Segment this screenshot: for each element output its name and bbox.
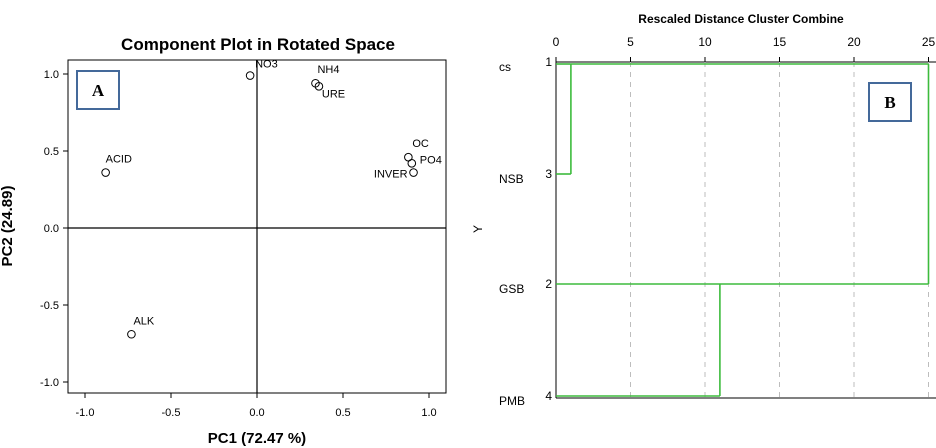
- y-tick-label: 0.5: [44, 146, 59, 158]
- point-marker: [101, 168, 110, 177]
- y-tick-label: -0.5: [40, 300, 59, 312]
- point-marker: [314, 82, 324, 91]
- point-label: URE: [322, 88, 345, 100]
- reference-lines: [68, 60, 446, 393]
- point-label: NH4: [317, 64, 339, 76]
- data-points: NO3 NH4 URE OC PO4 INVER ACID ALK: [101, 59, 442, 339]
- top-tick-label: 10: [698, 35, 712, 49]
- case-number: 4: [545, 389, 552, 403]
- dendrogram-y-label: Y: [471, 225, 485, 233]
- point-label: NO3: [255, 59, 278, 71]
- badge-a: A: [76, 70, 120, 110]
- y-tick-label: 0.0: [44, 223, 59, 235]
- badge-b: B: [868, 82, 912, 122]
- axis-ticks: -1.0 -0.5 0.0 0.5 1.0 1.0 0.5 0.0 -0.5 -1.0: [40, 69, 437, 419]
- point-marker: [127, 329, 136, 339]
- x-tick-label: 1.0: [421, 407, 436, 419]
- top-tick-label: 0: [553, 35, 560, 49]
- x-axis-label: PC1 (72.47 %): [208, 430, 306, 447]
- badge-frame: [868, 82, 912, 122]
- dendrogram-ticks: 0 5 10 15 20 25: [553, 35, 936, 62]
- component-plot: Component Plot in Rotated Space -1.0 -0.5…: [0, 35, 447, 447]
- badge-label: B: [884, 93, 895, 112]
- point-label: PO4: [420, 154, 442, 166]
- point-label: OC: [412, 138, 429, 150]
- case-labels: cs 1 NSB 3 GSB 2 PMB 4: [499, 55, 552, 408]
- point-marker: [245, 71, 255, 80]
- case-name: cs: [499, 60, 511, 74]
- chart-title: Component Plot in Rotated Space: [121, 35, 395, 54]
- case-number: 1: [545, 55, 552, 69]
- point-label: INVER: [374, 169, 408, 181]
- top-tick-label: 5: [627, 35, 634, 49]
- x-tick-label: -1.0: [76, 407, 95, 419]
- x-tick-label: 0.0: [249, 407, 264, 419]
- case-number: 2: [545, 277, 552, 291]
- case-name: GSB: [499, 282, 524, 296]
- point-label: ACID: [106, 154, 132, 166]
- dendrogram-title: Rescaled Distance Cluster Combine: [638, 12, 844, 26]
- top-tick-label: 15: [773, 35, 787, 49]
- top-tick-label: 20: [847, 35, 861, 49]
- x-tick-label: -0.5: [162, 407, 181, 419]
- case-number: 3: [545, 167, 552, 181]
- y-tick-label: -1.0: [40, 377, 59, 389]
- badge-frame: [76, 70, 120, 110]
- badge-label: A: [92, 81, 105, 100]
- point-marker: [407, 159, 417, 168]
- y-tick-label: 1.0: [44, 69, 59, 81]
- dendrogram-grid: [630, 62, 929, 398]
- case-name: PMB: [499, 394, 525, 408]
- point-label: ALK: [133, 315, 154, 327]
- top-tick-label: 25: [922, 35, 936, 49]
- point-marker: [409, 168, 418, 177]
- x-tick-label: 0.5: [335, 407, 350, 419]
- case-name: NSB: [499, 172, 524, 186]
- dendrogram: Rescaled Distance Cluster Combine 0 5 10 15…: [471, 12, 936, 408]
- cluster-links: [556, 63, 930, 397]
- y-axis-label: PC2 (24.89): [0, 186, 16, 267]
